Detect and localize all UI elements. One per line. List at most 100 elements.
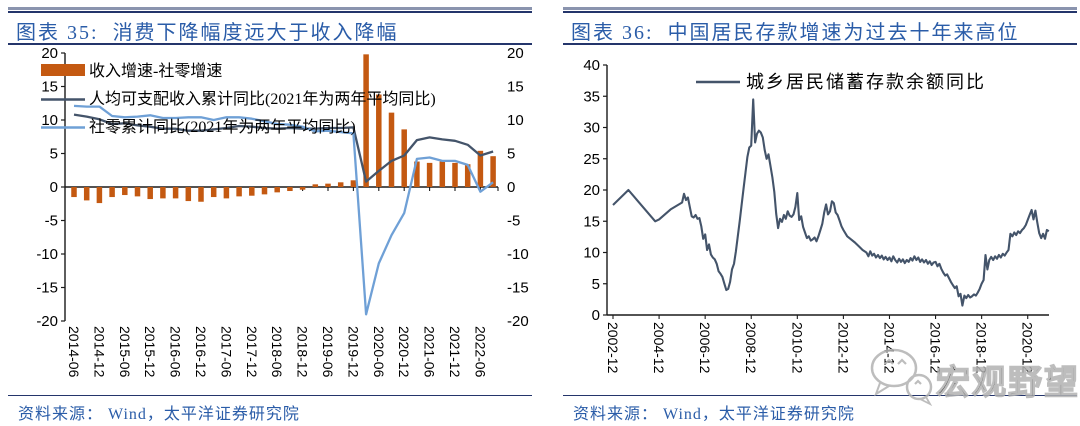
legend-label: 人均可支配收入累计同比(2021年为两年平均同比) [89,90,436,108]
y-axis-tick-label-right: 10 [507,112,524,129]
y-axis-tick-label-left: 0 [50,179,58,196]
x-axis-tick-label: 2015-06 [117,326,133,378]
bar [198,186,204,202]
x-axis-tick-label: 2004-12 [651,322,667,374]
axes: 20 20 15 15 10 10 5 5 0 0 -5 -5 -10 -10 -15 -15 -20 -20 [36,45,528,330]
y-axis-tick-label-left: -10 [36,246,58,263]
x-axis-tick-label: 2015-12 [142,326,158,378]
y-axis-tick-label-left: -15 [36,279,58,296]
chat-bubble-icon [870,348,933,406]
bar [223,186,230,198]
x-axis-tick-label: 2018-12 [295,326,311,378]
legend-label: 社零累计同比(2021年为两年平均同比) [89,118,356,136]
x-axis-labels: 2014-06 2014-12 2015-06 2015-12 2016-06 2016-… [66,326,488,378]
x-axis-labels: 2002-12 2004-12 2006-12 2008-12 2010-12 2012-… [605,322,1036,374]
x-axis-tick-label: 2012-12 [835,322,851,374]
chat-bubble-eyes [884,358,922,385]
legend-label: 收入增速-社零增速 [89,62,222,80]
figure-36-title-row: 图表 36: 中国居民存款增速为过去十年来高位 [563,13,1077,44]
y-axis-tick-label-right: -20 [507,313,529,330]
figure-35-title: 消费下降幅度远大于收入降幅 [112,22,399,44]
line-series-savings-deposit-yoy [612,97,1050,307]
x-axis-tick-label: 2021-06 [422,326,438,378]
bar [274,186,280,192]
bar [401,128,407,187]
y-axis-tick-label: 10 [583,244,600,261]
x-axis-tick-label: 2022-06 [472,326,488,378]
y-axis-tick-label-right: 0 [507,179,515,196]
figure-35-source: 资料来源： Wind，太平洋证券研究院 [18,406,300,423]
x-axis-tick-label: 2021-12 [447,326,463,378]
source-rule [563,394,1077,396]
bar [122,186,128,195]
legend-label: 城乡居民储蓄存款余额同比 [746,72,986,92]
y-axis-tick-label-right: 15 [507,78,524,95]
x-axis-tick-label: 2008-12 [743,322,759,374]
bar [83,186,90,200]
legend-bar-swatch [41,63,85,76]
top-rule-thin [8,11,532,13]
x-axis-tick-label: 2016-06 [168,326,184,378]
y-axis-tick-label: 40 [583,57,600,74]
y-axis-tick-label: 5 [592,275,600,292]
bar [452,162,458,187]
line-series-retail [73,104,494,315]
y-axis-tick-label: 30 [583,119,600,136]
bar [109,186,115,197]
y-axis-tick-label: 15 [583,213,600,230]
bar [464,163,471,187]
y-axis-tick-label: 20 [583,182,600,199]
bar [337,181,344,187]
wechat-watermark: 宏观野望 [870,348,1080,406]
title-underline [563,43,1077,45]
bar [312,183,319,187]
figure-36-source: 资料来源： Wind，太平洋证券研究院 [573,406,855,423]
figure-36-panel: 图表 36: 中国居民存款增速为过去十年来高位 40 35 30 25 20 15 10 5 0 2… [563,7,1077,424]
bar [490,155,496,187]
x-axis-tick-label: 2017-12 [244,326,260,378]
x-axis-tick-label: 2014-12 [91,326,107,378]
x-axis-tick-label: 2018-12 [974,322,990,374]
watermark-text: 宏观野望 [936,363,1080,402]
x-axis-tick-label: 2014-12 [881,322,897,374]
y-axis-tick-label-left: -20 [36,313,58,330]
y-axis-tick-label-right: 20 [507,45,524,62]
x-axis-tick-label: 2016-12 [193,326,209,378]
y-axis-tick-label-left: -5 [45,212,58,229]
bar [261,186,268,194]
x-axis-tick-label: 2020-06 [371,326,387,378]
bar [287,186,293,191]
bar [388,112,395,187]
bar [426,162,433,187]
y-axis-tick-label-left: 5 [50,145,58,162]
bar [363,53,369,187]
y-axis-tick-label-right: -15 [507,279,529,296]
bar [172,186,179,198]
bar [299,186,306,190]
bar [147,186,153,199]
x-axis-tick-label: 2016-12 [928,322,944,374]
top-rule-thin [563,11,1077,13]
bar [71,186,77,197]
y-axis-tick-label-left: 20 [41,45,58,62]
title-underline [8,43,532,45]
chart-legend: 城乡居民储蓄存款余额同比 [696,72,986,92]
x-axis-tick-label: 2010-12 [789,322,805,374]
y-axis-tick-label-right: 5 [507,145,515,162]
figure-36-label: 图表 36: [571,22,654,44]
figure-35-title-row: 图表 35: 消费下降幅度远大于收入降幅 [8,13,532,44]
figure-35-panel: 图表 35: 消费下降幅度远大于收入降幅 20 20 15 15 10 10 5 5 0 0 -5 -5… [8,7,532,424]
bar [439,161,446,187]
y-axis-tick-label-right: -10 [507,246,529,263]
x-axis-tick-label: 2006-12 [697,322,713,374]
source-rule [8,394,532,396]
bar [96,186,103,203]
x-axis-tick-label: 2020-12 [1020,322,1036,374]
bar [134,186,141,196]
x-axis-tick-label: 2019-12 [345,326,361,378]
top-rule-thick [563,7,1077,10]
y-axis-tick-label-left: 15 [41,78,58,95]
